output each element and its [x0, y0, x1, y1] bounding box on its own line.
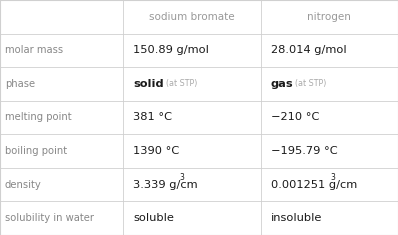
Text: insoluble: insoluble	[271, 213, 322, 223]
Text: 3: 3	[179, 173, 184, 182]
Bar	[0, 134, 398, 168]
Text: 150.89 g/mol: 150.89 g/mol	[133, 45, 209, 55]
Text: 1390 °C: 1390 °C	[133, 146, 179, 156]
Text: 381 °C: 381 °C	[133, 113, 172, 122]
Text: molar mass: molar mass	[5, 45, 63, 55]
Text: soluble: soluble	[133, 213, 174, 223]
Text: sodium bromate: sodium bromate	[149, 12, 235, 22]
Text: density: density	[5, 180, 41, 190]
Text: −210 °C: −210 °C	[271, 113, 319, 122]
Text: solubility in water: solubility in water	[5, 213, 94, 223]
Bar	[0, 168, 398, 201]
Text: (at STP): (at STP)	[166, 79, 197, 88]
Bar	[0, 201, 398, 235]
Text: 28.014 g/mol: 28.014 g/mol	[271, 45, 346, 55]
Text: (at STP): (at STP)	[295, 79, 327, 88]
Text: gas: gas	[271, 79, 293, 89]
Text: 3: 3	[330, 173, 335, 182]
Text: −195.79 °C: −195.79 °C	[271, 146, 337, 156]
Text: 3.339 g/cm: 3.339 g/cm	[133, 180, 198, 190]
Bar	[0, 0, 398, 34]
Text: boiling point: boiling point	[5, 146, 67, 156]
Bar	[0, 101, 398, 134]
Bar	[0, 34, 398, 67]
Text: melting point: melting point	[5, 113, 71, 122]
Text: 0.001251 g/cm: 0.001251 g/cm	[271, 180, 357, 190]
Bar	[0, 67, 398, 101]
Text: nitrogen: nitrogen	[307, 12, 351, 22]
Text: phase: phase	[5, 79, 35, 89]
Text: solid: solid	[133, 79, 164, 89]
